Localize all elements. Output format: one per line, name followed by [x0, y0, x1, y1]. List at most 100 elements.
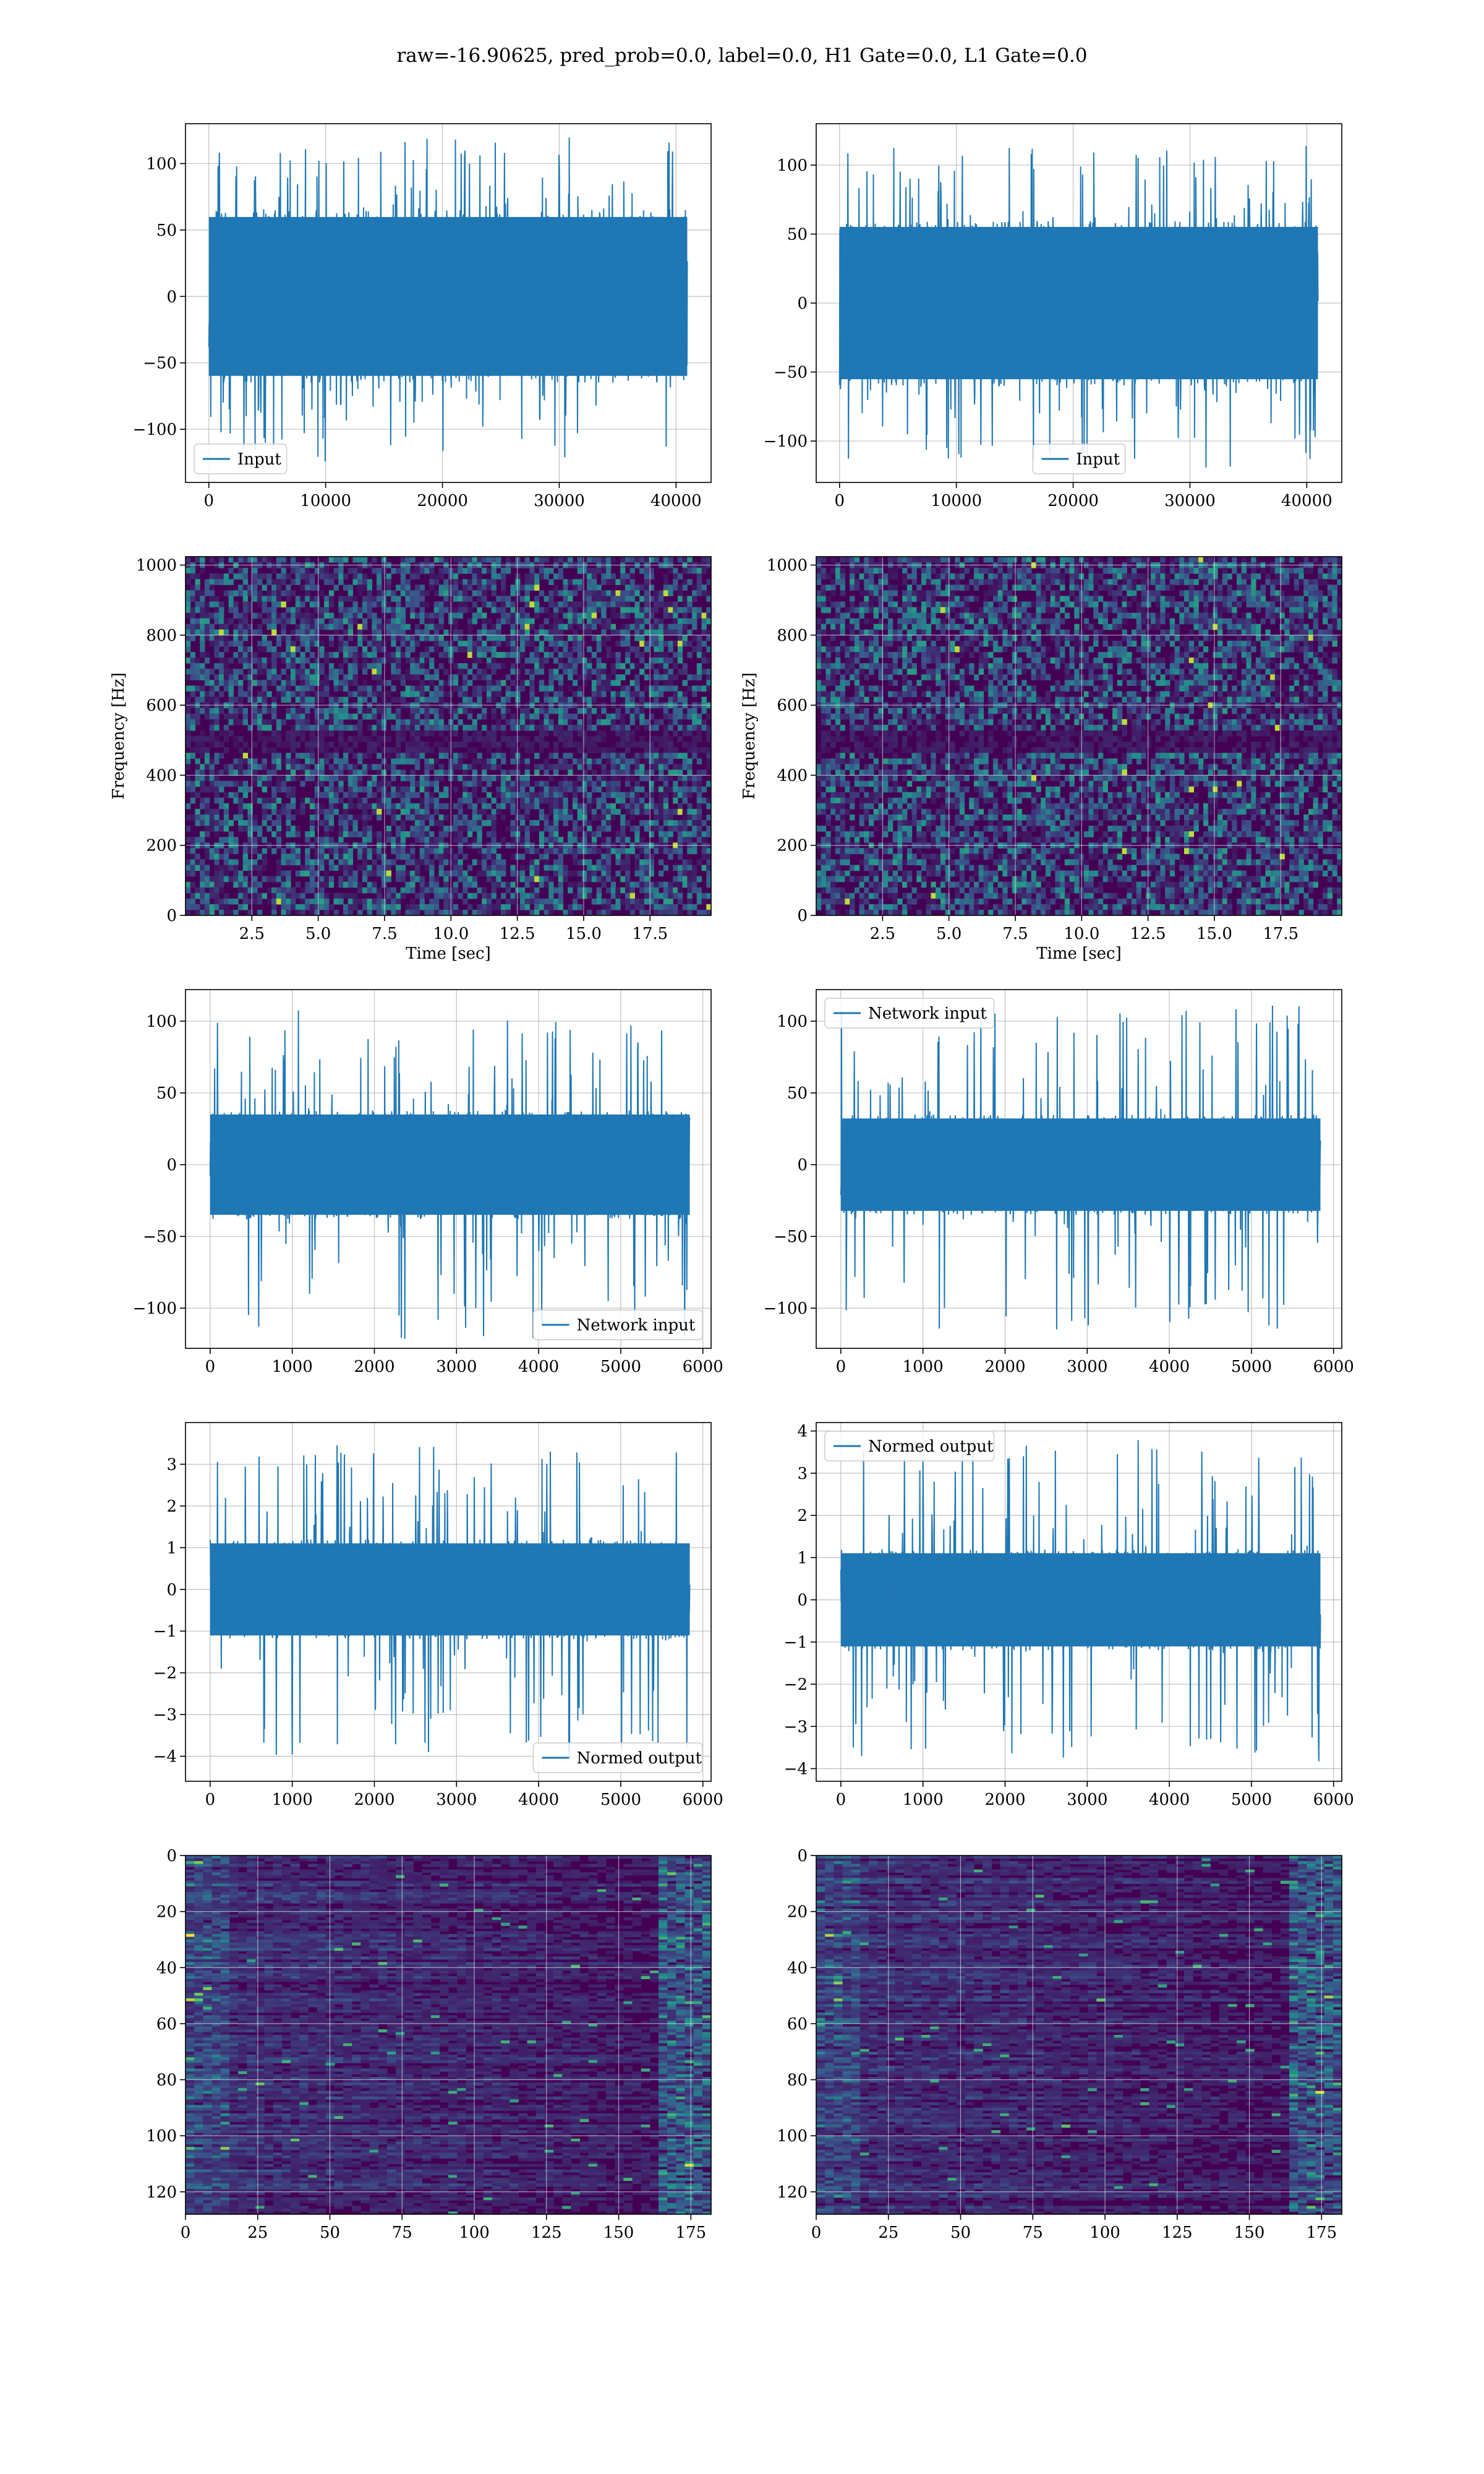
- spectrogram-cell: [224, 815, 229, 821]
- spectrogram-cell: [578, 809, 582, 815]
- spectrogram-cell: [463, 674, 467, 680]
- spectrogram-cell: [401, 719, 406, 726]
- spectrogram-cell: [492, 854, 497, 860]
- legend: Input: [1033, 444, 1125, 474]
- spectrogram-cell: [453, 758, 458, 764]
- spectrogram-cell: [224, 910, 229, 916]
- spectrogram-cell: [243, 888, 248, 894]
- spectrogram-cell: [592, 758, 597, 764]
- spectrogram-cell: [563, 815, 568, 821]
- spectrogram-cell: [190, 652, 195, 658]
- spectrogram-cell: [663, 758, 668, 764]
- spectrogram-cell: [319, 742, 324, 748]
- spectrogram-cell: [382, 680, 386, 686]
- spectrogram-cell: [315, 596, 320, 602]
- spectrogram-cell: [467, 652, 472, 658]
- spectrogram-cell: [654, 753, 659, 759]
- spectrogram-cell: [606, 557, 611, 563]
- spectrogram-cell: [429, 865, 434, 871]
- spectrogram-cell: [190, 630, 195, 636]
- spectrogram-cell: [506, 888, 511, 894]
- spectrogram-cell: [429, 859, 434, 865]
- spectrogram-cell: [439, 613, 444, 619]
- spectrogram-cell: [597, 815, 602, 821]
- spectrogram-cell: [463, 579, 467, 585]
- spectrogram-cell: [615, 691, 620, 698]
- spectrogram-cell: [396, 815, 401, 821]
- spectrogram-cell: [434, 888, 439, 894]
- spectrogram-cell: [644, 685, 649, 691]
- spectrogram-cell: [578, 803, 582, 810]
- spectrogram-cell: [443, 899, 448, 905]
- spectrogram-cell: [329, 579, 334, 585]
- spectrogram-cell: [611, 803, 616, 810]
- spectrogram-cell: [257, 865, 262, 871]
- spectrogram-cell: [625, 882, 630, 888]
- spectrogram-cell: [548, 697, 553, 703]
- spectrogram-cell: [396, 837, 401, 843]
- spectrogram-cell: [367, 742, 372, 748]
- spectrogram-cell: [410, 708, 415, 714]
- spectrogram-cell: [558, 624, 563, 630]
- spectrogram-cell: [630, 899, 635, 905]
- spectrogram-cell: [424, 904, 429, 910]
- spectrogram-cell: [620, 613, 625, 619]
- spectrogram-cell: [1070, 568, 1075, 574]
- spectrogram-cell: [477, 815, 482, 821]
- spectrogram-cell: [520, 624, 525, 630]
- spectrogram-cell: [534, 792, 539, 798]
- spectrogram-cell: [683, 579, 688, 585]
- spectrogram-cell: [310, 652, 315, 658]
- spectrogram-cell: [492, 579, 497, 585]
- spectrogram-cell: [501, 837, 506, 843]
- spectrogram-cell: [200, 663, 205, 669]
- spectrogram-cell: [467, 893, 472, 899]
- spectrogram-cell: [396, 899, 401, 905]
- spectrogram-cell: [563, 764, 568, 770]
- spectrogram-cell: [1170, 568, 1175, 574]
- spectrogram-cell: [692, 618, 697, 625]
- spectrogram-cell: [190, 781, 195, 787]
- spectrogram-cell: [424, 747, 429, 753]
- spectrogram-cell: [315, 815, 320, 821]
- spectrogram-cell: [673, 826, 678, 832]
- spectrogram-cell: [434, 557, 439, 563]
- spectrogram-cell: [472, 557, 477, 563]
- spectrogram-cell: [243, 865, 248, 871]
- spectrogram-cell: [587, 557, 592, 563]
- spectrogram-cell: [492, 876, 497, 883]
- x-tick-label: 0: [835, 492, 845, 510]
- spectrogram-cell: [210, 787, 215, 793]
- spectrogram-cell: [310, 769, 315, 776]
- spectrogram-cell: [683, 618, 688, 625]
- spectrogram-cell: [477, 630, 482, 636]
- spectrogram-cell: [587, 624, 592, 630]
- spectrogram-cell: [520, 719, 525, 726]
- spectrogram-cell: [573, 904, 578, 910]
- spectrogram-cell: [587, 826, 592, 832]
- spectrogram-cell: [243, 663, 248, 669]
- spectrogram-cell: [496, 652, 501, 658]
- spectrogram-cell: [525, 624, 530, 630]
- spectrogram-cell: [410, 635, 415, 641]
- spectrogram-cell: [487, 579, 492, 585]
- spectrogram-cell: [352, 557, 357, 563]
- spectrogram-cell: [492, 826, 497, 832]
- spectrogram-cell: [668, 848, 673, 854]
- spectrogram-cell: [702, 557, 707, 563]
- spectrogram-cell: [214, 708, 219, 714]
- spectrogram-cell: [482, 590, 487, 596]
- spectrogram-cell: [343, 753, 348, 759]
- spectrogram-cell: [205, 635, 210, 641]
- spectrogram-cell: [692, 865, 697, 871]
- spectrogram-cell: [587, 871, 592, 877]
- spectrogram-cell: [702, 725, 707, 731]
- spectrogram-cell: [974, 568, 979, 574]
- spectrogram-cell: [472, 882, 477, 888]
- x-tick-label: 20000: [1047, 492, 1099, 510]
- spectrogram-cell: [1041, 557, 1046, 563]
- spectrogram-cell: [315, 781, 320, 787]
- spectrogram-cell: [443, 579, 448, 585]
- spectrogram-cell: [367, 590, 372, 596]
- spectrogram-cell: [587, 893, 592, 899]
